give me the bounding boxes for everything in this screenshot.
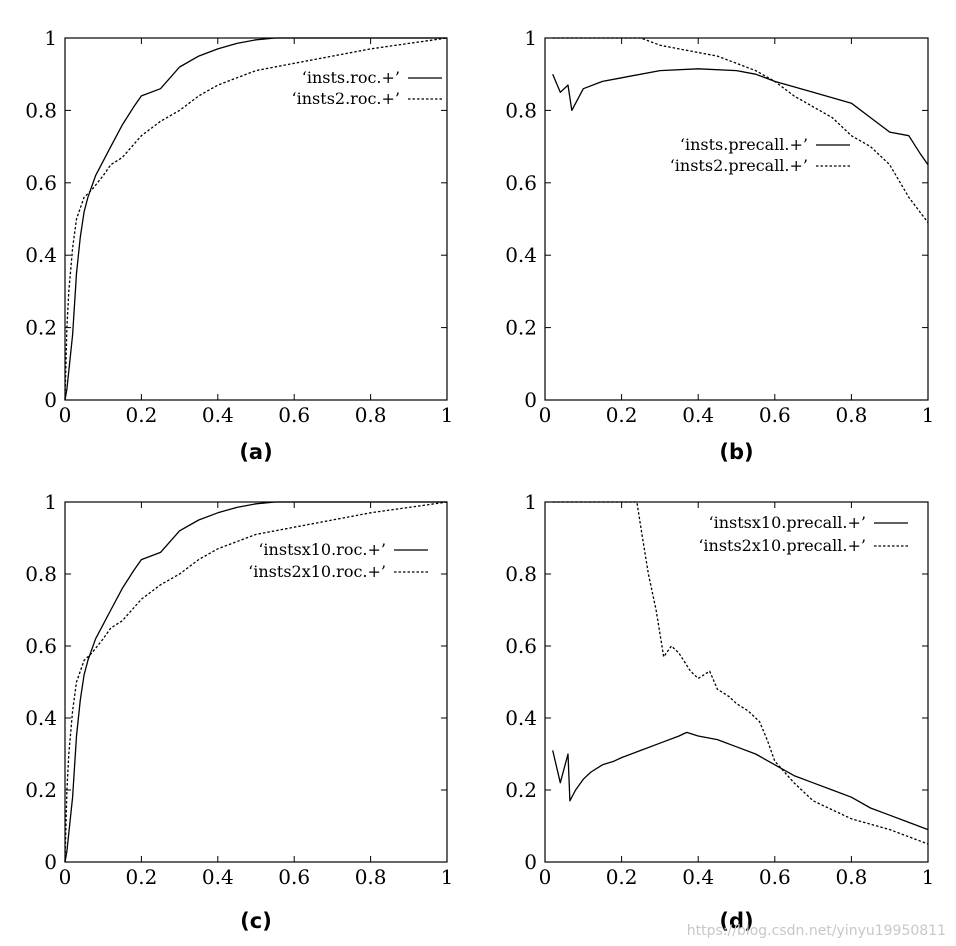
- x-tick-label: 0: [59, 403, 72, 427]
- x-tick-label: 0.6: [278, 403, 310, 427]
- x-tick-label: 0: [59, 865, 72, 889]
- x-tick-label: 0.4: [202, 865, 234, 889]
- series-line-2: [64, 501, 448, 863]
- x-tick-label: 0.8: [835, 403, 867, 427]
- y-tick-label: 0.2: [505, 316, 537, 340]
- chart-panel-2: 0 0.2 0.4 0.6 0.8 1 0 0.2 0.4 0.6 0.8 1 ‘insts.preca…: [505, 26, 934, 464]
- legend-label: ‘insts.roc.+’: [302, 68, 400, 87]
- y-tick-label: 0.8: [505, 98, 537, 122]
- panel-caption: (a): [239, 440, 272, 464]
- y-tick-label: 0: [44, 388, 57, 412]
- legend-label: ‘insts2x10.roc.+’: [248, 562, 386, 581]
- y-tick-label: 1: [524, 490, 537, 514]
- y-tick-label: 0.2: [505, 778, 537, 802]
- series-line-1: [64, 37, 447, 401]
- legend-label: ‘instsx10.precall.+’: [709, 513, 867, 532]
- y-tick-label: 0.4: [505, 243, 537, 267]
- panel-caption: (d): [719, 909, 753, 933]
- x-tick-label: 0.6: [278, 865, 310, 889]
- y-tick-label: 0.8: [25, 98, 57, 122]
- x-tick-label: 0: [539, 403, 552, 427]
- chart-panel-1: 0 0.2 0.4 0.6 0.8 1 0 0.2 0.4 0.6 0.8 1 ‘insts.roc.+…: [25, 26, 453, 464]
- panel-caption: (b): [719, 440, 753, 464]
- y-tick-label: 0: [524, 850, 537, 874]
- plot-frame: [64, 501, 448, 863]
- x-tick-label: 0.8: [835, 865, 867, 889]
- series-line-2: [552, 37, 929, 223]
- y-tick-label: 0.6: [505, 634, 537, 658]
- y-tick-label: 0: [524, 388, 537, 412]
- legend-label: ‘insts2x10.precall.+’: [698, 536, 866, 555]
- y-tick-label: 1: [44, 490, 57, 514]
- x-tick-label: 0.2: [606, 403, 638, 427]
- y-tick-label: 0.8: [505, 562, 537, 586]
- x-tick-label: 0.2: [606, 865, 638, 889]
- x-tick-label: 0: [539, 865, 552, 889]
- legend-label: ‘insts.precall.+’: [680, 135, 808, 154]
- x-tick-label: 0.2: [125, 865, 157, 889]
- y-tick-label: 0.4: [25, 243, 57, 267]
- y-tick-label: 0.4: [25, 706, 57, 730]
- x-tick-label: 0.4: [682, 403, 714, 427]
- x-tick-label: 0.4: [202, 403, 234, 427]
- x-tick-label: 1: [441, 403, 454, 427]
- series-line-1: [552, 68, 929, 166]
- x-tick-label: 0.4: [682, 865, 714, 889]
- y-tick-label: 1: [524, 26, 537, 50]
- x-tick-label: 1: [922, 403, 935, 427]
- x-tick-label: 0.8: [355, 403, 387, 427]
- legend-label: ‘insts2.precall.+’: [670, 156, 808, 175]
- y-tick-label: 0.6: [505, 171, 537, 195]
- x-tick-label: 0.6: [759, 403, 791, 427]
- series-line-1: [552, 731, 929, 831]
- legend-label: ‘instsx10.roc.+’: [258, 540, 386, 559]
- series-line-2: [552, 501, 929, 845]
- series-line-1: [64, 501, 447, 863]
- y-tick-label: 0.6: [25, 634, 57, 658]
- y-tick-label: 0.2: [25, 316, 57, 340]
- watermark: https://blog.csdn.net/yinyu19950811: [686, 923, 946, 939]
- panel-caption: (c): [240, 909, 272, 933]
- plot-frame: [544, 501, 929, 863]
- y-tick-label: 0.2: [25, 778, 57, 802]
- x-tick-label: 1: [441, 865, 454, 889]
- plot-frame: [64, 37, 448, 401]
- series-line-2: [64, 37, 448, 401]
- x-tick-label: 0.2: [125, 403, 157, 427]
- y-tick-label: 0.4: [505, 706, 537, 730]
- chart-panel-3: 0 0.2 0.4 0.6 0.8 1 0 0.2 0.4 0.6 0.8 1 ‘instsx10.ro…: [25, 490, 453, 933]
- x-tick-label: 0.6: [759, 865, 791, 889]
- y-tick-label: 1: [44, 26, 57, 50]
- plot-frame: [544, 37, 929, 401]
- y-tick-label: 0: [44, 850, 57, 874]
- chart-panel-4: 0 0.2 0.4 0.6 0.8 1 0 0.2 0.4 0.6 0.8 1 ‘instsx10.pr…: [505, 490, 934, 933]
- y-tick-label: 0.6: [25, 171, 57, 195]
- x-tick-label: 1: [922, 865, 935, 889]
- x-tick-label: 0.8: [355, 865, 387, 889]
- legend-label: ‘insts2.roc.+’: [292, 89, 400, 108]
- y-tick-label: 0.8: [25, 562, 57, 586]
